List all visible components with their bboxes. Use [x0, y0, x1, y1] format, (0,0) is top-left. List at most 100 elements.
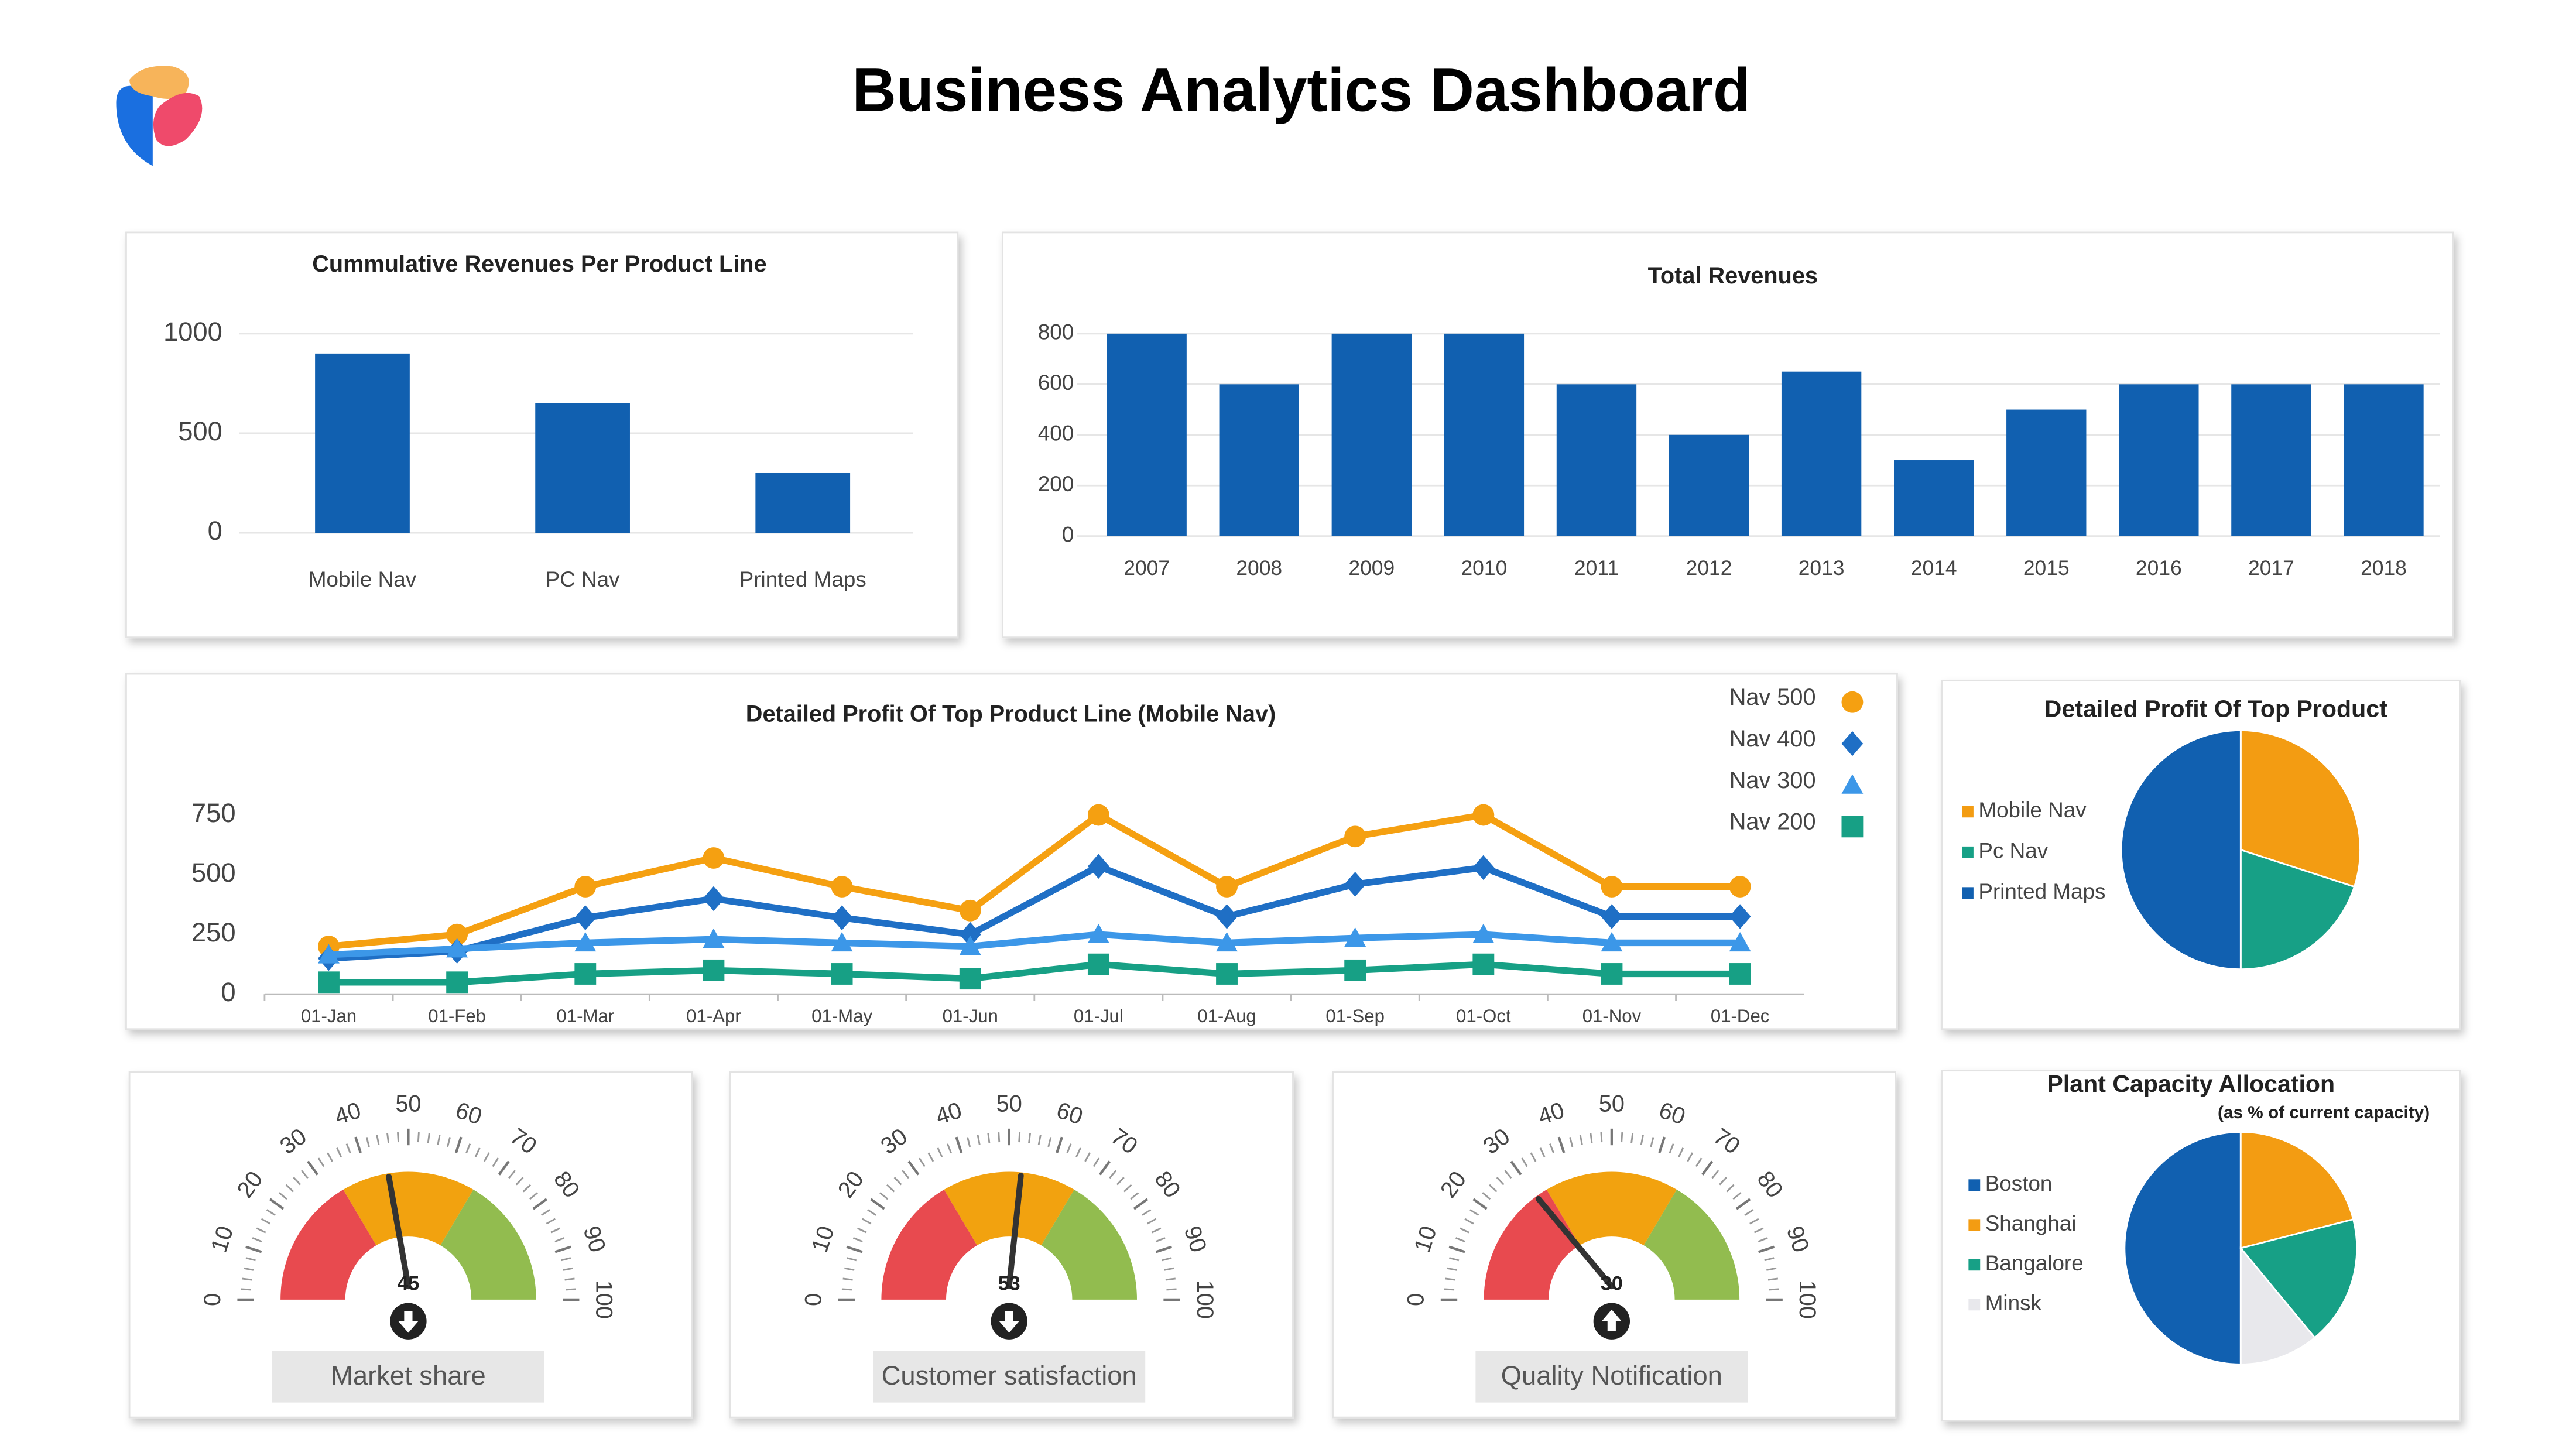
minor-tick — [1711, 1170, 1719, 1179]
x-tick-label: 01-Feb — [428, 1006, 486, 1026]
legend-swatch — [1968, 1299, 1981, 1311]
series-marker — [1216, 876, 1238, 898]
gauge-tick-label: 100 — [1192, 1280, 1218, 1319]
gauge-band — [1546, 1171, 1677, 1246]
major-tick — [1155, 1245, 1173, 1253]
x-tick-label: 01-May — [811, 1006, 872, 1026]
gauge-tick-label: 100 — [1794, 1280, 1820, 1319]
minor-tick — [1147, 1218, 1157, 1225]
x-tick-label: 2009 — [1348, 556, 1395, 580]
major-tick — [1098, 1160, 1111, 1176]
minor-tick — [266, 1209, 276, 1216]
minor-tick — [1482, 1192, 1491, 1200]
minor-tick — [345, 1143, 351, 1153]
series-marker — [703, 847, 725, 869]
chart-title: Detailed Profit Of Top Product — [2044, 695, 2387, 722]
bar — [1669, 434, 1749, 536]
major-tick — [454, 1136, 463, 1153]
pie-slice — [2239, 1246, 2316, 1365]
x-tick-label: Printed Maps — [739, 567, 866, 591]
legend-swatch — [1968, 1179, 1981, 1191]
series-marker — [574, 905, 597, 930]
minor-tick — [852, 1237, 863, 1243]
gauge-band — [1643, 1189, 1740, 1300]
logo-pink — [153, 93, 203, 146]
gauge-tick-label: 0 — [800, 1293, 826, 1306]
minor-tick — [376, 1135, 380, 1145]
x-tick-label: 01-Jul — [1074, 1006, 1123, 1026]
minor-tick — [529, 1192, 538, 1200]
major-tick — [532, 1198, 547, 1210]
x-tick-label: 2013 — [1799, 556, 1845, 580]
minor-tick — [1496, 1177, 1505, 1186]
series-marker — [959, 899, 981, 922]
bar — [755, 472, 851, 533]
gauge-band — [440, 1189, 536, 1300]
y-tick-label: 500 — [191, 858, 236, 888]
trend-arrow — [999, 1311, 1019, 1333]
minor-tick — [1464, 1218, 1474, 1225]
series-marker — [1729, 931, 1751, 952]
legend-swatch — [1962, 887, 1974, 899]
bar — [2119, 384, 2199, 536]
major-tick — [269, 1198, 285, 1210]
minor-tick — [427, 1133, 430, 1143]
bar — [2006, 409, 2087, 536]
minor-tick — [886, 1184, 895, 1193]
series-marker — [1472, 953, 1495, 975]
x-tick-label: 01-Dec — [1711, 1006, 1770, 1026]
legend-label: Bangalore — [1985, 1251, 2084, 1275]
series-marker — [318, 944, 340, 964]
minor-tick — [1444, 1288, 1455, 1291]
minor-tick — [927, 1152, 934, 1162]
bar — [1781, 371, 1862, 536]
gauge-tick-label: 50 — [996, 1091, 1022, 1117]
gauge-label: Customer satisfaction — [882, 1361, 1137, 1390]
minor-tick — [1028, 1133, 1032, 1143]
series-line — [328, 931, 1741, 958]
minor-tick — [937, 1147, 943, 1157]
minor-tick — [1767, 1277, 1779, 1281]
series-marker — [1344, 872, 1366, 897]
y-tick-label: 0 — [1062, 522, 1074, 546]
major-tick — [870, 1198, 885, 1210]
minor-tick — [1445, 1277, 1455, 1281]
minor-tick — [336, 1147, 342, 1157]
minor-tick — [1469, 1209, 1479, 1216]
x-tick-label: 2014 — [1911, 556, 1957, 580]
bar — [1107, 333, 1187, 536]
series-marker — [1344, 825, 1366, 848]
chart-subtitle: (as % of current capacity) — [2218, 1103, 2430, 1122]
logo-blue — [116, 85, 153, 166]
minor-tick — [1047, 1137, 1052, 1147]
trend-arrow — [398, 1311, 419, 1333]
pie-slice — [2123, 1131, 2242, 1365]
minor-tick — [1744, 1209, 1754, 1216]
chart-title: Plant Capacity Allocation — [2047, 1070, 2335, 1097]
minor-tick — [1504, 1170, 1512, 1179]
series-marker — [1087, 923, 1109, 943]
bar — [1894, 460, 1974, 536]
chart-title: Total Revenues — [1648, 263, 1818, 289]
bar — [1556, 384, 1637, 536]
x-tick-label: 2010 — [1461, 556, 1507, 580]
legend-label: Shanghai — [1985, 1211, 2077, 1235]
minor-tick — [1630, 1133, 1634, 1143]
minor-tick — [1569, 1137, 1574, 1147]
y-tick-label: 600 — [1038, 371, 1074, 395]
minor-tick — [386, 1133, 390, 1143]
legend-label: Boston — [1985, 1171, 2053, 1195]
series-marker — [1601, 904, 1623, 929]
legend-label: Mobile Nav — [1978, 798, 2087, 822]
major-tick — [955, 1136, 963, 1153]
minor-tick — [1037, 1135, 1042, 1145]
pie-slice — [2120, 729, 2242, 971]
minor-tick — [522, 1184, 532, 1193]
minor-tick — [1678, 1147, 1684, 1157]
major-tick — [307, 1160, 319, 1176]
series-marker — [1601, 931, 1623, 952]
y-tick-label: 750 — [191, 798, 236, 828]
legend-label: Pc Nav — [1978, 839, 2048, 863]
minor-tick — [1769, 1288, 1779, 1291]
